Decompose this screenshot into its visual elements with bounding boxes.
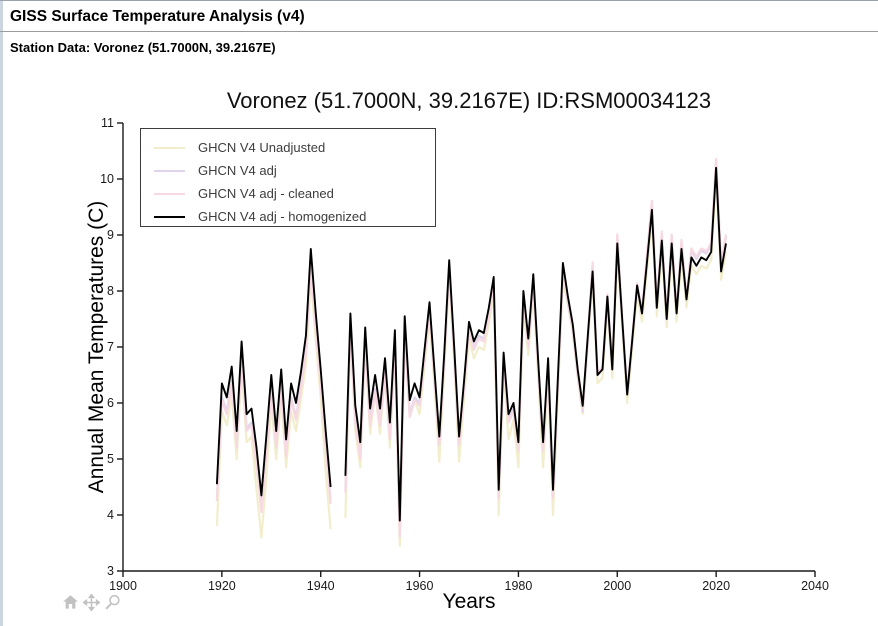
series-line [215,264,332,514]
y-tick-label: 6 [107,396,114,410]
x-tick-label: 1940 [307,579,335,593]
series-line [344,175,728,547]
legend-label: GHCN V4 adj [198,163,277,178]
legend-item: GHCN V4 adj - homogenized [141,205,435,228]
legend-label: GHCN V4 Unadjusted [198,140,326,155]
page-title: GISS Surface Temperature Analysis (v4) [10,8,305,25]
legend-label: GHCN V4 adj - cleaned [198,186,334,201]
legend-swatch [154,146,185,149]
x-tick-label: 1900 [109,579,137,593]
home-icon[interactable] [62,594,79,611]
pan-icon[interactable] [83,594,100,611]
y-tick-label: 7 [107,340,114,354]
window-left-edge [0,1,3,626]
x-axis-label: Years [442,590,496,613]
chart-title: Voronez (51.7000N, 39.2167E) ID:RSM00034… [226,88,712,113]
x-tick-label: 1920 [208,579,236,593]
legend-label: GHCN V4 adj - homogenized [198,209,367,224]
legend-swatch [154,215,185,218]
legend-swatch [154,169,185,172]
series-line [344,166,727,522]
legend-swatch [154,192,185,195]
y-tick-label: 10 [100,172,114,186]
legend: GHCN V4 Unadjusted GHCN V4 adj GHCN V4 adj… [140,128,436,227]
y-tick-label: 8 [107,284,114,298]
x-tick-label: 2000 [603,579,631,593]
plot-controls [62,594,121,611]
station-subtitle: Station Data: Voronez (51.7000N, 39.2167… [10,40,276,55]
x-tick-label: 1960 [406,579,434,593]
y-tick-label: 3 [107,564,114,578]
y-tick-label: 11 [101,116,114,130]
legend-item: GHCN V4 adj - cleaned [141,182,435,205]
y-tick-label: 4 [107,508,114,522]
legend-item: GHCN V4 Unadjusted [141,136,435,159]
y-tick-label: 5 [107,452,114,466]
x-tick-label: 2020 [702,579,730,593]
y-axis-label: Annual Mean Temperatures (C) [85,200,108,494]
x-tick-label: 1980 [505,579,533,593]
legend-item: GHCN V4 adj [141,159,435,182]
y-tick-label: 9 [107,228,114,242]
x-tick-label: 2040 [801,579,829,593]
header-divider [0,31,878,32]
zoom-icon[interactable] [104,594,121,611]
series-line [215,248,332,497]
